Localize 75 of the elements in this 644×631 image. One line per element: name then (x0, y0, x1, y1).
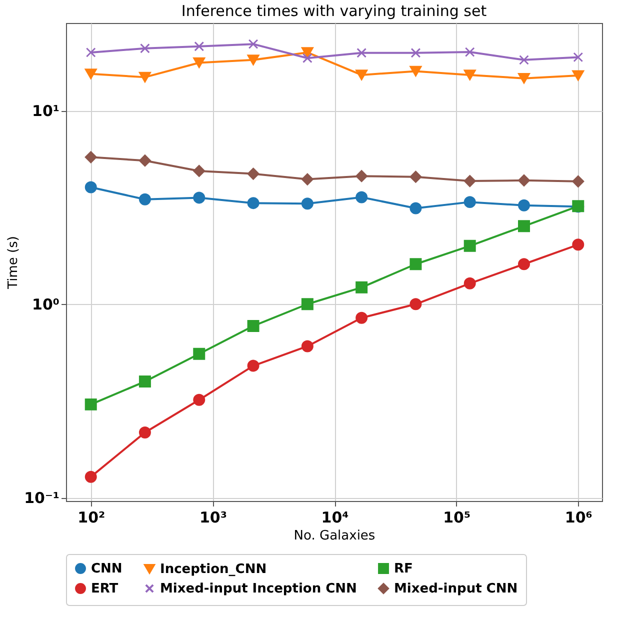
legend-label: RF (394, 562, 413, 577)
y-axis-title: Time (s) (6, 236, 22, 290)
legend-label: CNN (91, 562, 122, 577)
y-tick-label: 10⁰ (32, 296, 60, 314)
point (84, 68, 97, 80)
point (194, 41, 204, 52)
point (519, 54, 529, 65)
point (84, 181, 97, 194)
point (193, 394, 206, 406)
point (301, 173, 314, 186)
point (464, 240, 476, 252)
x-tick-label: 10⁶ (564, 508, 592, 526)
point (573, 52, 584, 62)
point (518, 199, 530, 212)
point (247, 54, 260, 66)
point (464, 196, 476, 208)
point (356, 48, 367, 58)
point (464, 70, 476, 80)
point (356, 281, 368, 294)
point (518, 258, 530, 270)
point (138, 376, 151, 388)
point (138, 72, 151, 82)
legend-label: Mixed-input CNN (394, 582, 518, 596)
point (138, 154, 151, 167)
point (410, 258, 422, 270)
point (248, 39, 258, 50)
point (356, 70, 368, 80)
point (572, 70, 584, 81)
point (138, 426, 151, 438)
point (247, 320, 260, 332)
point (84, 470, 97, 483)
point (410, 66, 422, 76)
point (247, 360, 260, 372)
point (84, 151, 97, 164)
point (464, 175, 476, 187)
point (138, 193, 151, 206)
point (410, 298, 422, 310)
point (518, 220, 530, 232)
y-tick-label: 10⁻¹ (24, 489, 60, 508)
point (464, 47, 475, 57)
point (302, 53, 312, 64)
x-tick-label: 10³ (199, 508, 227, 526)
point (193, 192, 206, 204)
point (410, 202, 422, 214)
point (410, 170, 422, 183)
legend-label: Mixed-input Inception CNN (160, 582, 357, 596)
point (410, 48, 421, 58)
point (193, 57, 206, 68)
point (356, 191, 368, 204)
point (518, 73, 530, 84)
x-tick-label: 10⁴ (321, 508, 349, 526)
point (84, 398, 97, 410)
legend-label: Inception_CNN (160, 562, 267, 577)
point (464, 277, 476, 290)
legend-label: ERT (91, 582, 118, 596)
point (301, 340, 314, 352)
point (193, 164, 206, 177)
point (247, 168, 260, 180)
x-axis-title: No. Galaxies (294, 528, 376, 544)
point (247, 197, 260, 210)
point (301, 298, 314, 310)
x-tick-label: 10² (78, 508, 106, 526)
point (301, 198, 314, 210)
point (301, 47, 314, 58)
point (356, 170, 368, 182)
point (193, 348, 206, 360)
point (356, 312, 368, 324)
x-tick-label: 10⁵ (443, 508, 471, 526)
chart-title: Inference times with varying training set (181, 2, 487, 20)
point (572, 238, 584, 251)
point (572, 175, 584, 188)
point (518, 174, 530, 186)
y-tick-label: 10¹ (32, 102, 60, 120)
point (86, 48, 96, 58)
point (140, 43, 150, 54)
